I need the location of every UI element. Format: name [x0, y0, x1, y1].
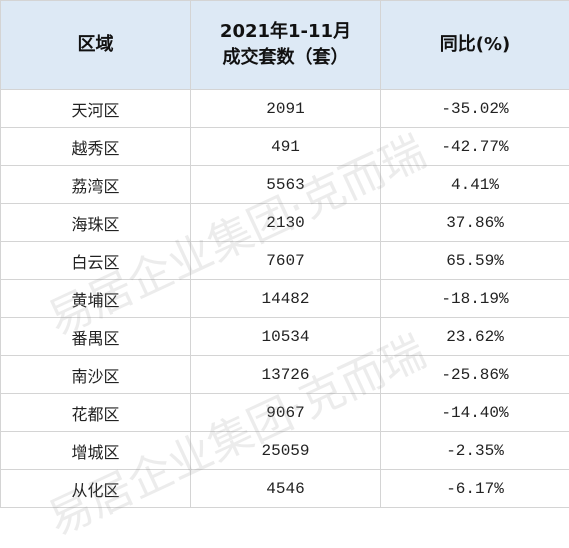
value-cell: 14482: [191, 280, 381, 318]
value-cell: 10534: [191, 318, 381, 356]
header-cell: 同比(%): [381, 1, 569, 90]
district-cell: 海珠区: [1, 204, 191, 242]
header-line: 2021年1-11月: [220, 21, 351, 42]
value-cell: 4546: [191, 470, 381, 508]
district-cell: 增城区: [1, 432, 191, 470]
value-cell: 23.62%: [381, 318, 569, 356]
district-cell: 南沙区: [1, 356, 191, 394]
value-cell: 13726: [191, 356, 381, 394]
value-cell: -14.40%: [381, 394, 569, 432]
district-cell: 白云区: [1, 242, 191, 280]
district-cell: 天河区: [1, 90, 191, 128]
header-line: 成交套数（套）: [223, 47, 349, 68]
header-row: 区域 2021年1-11月成交套数（套） 同比(%): [1, 1, 569, 90]
value-cell: -25.86%: [381, 356, 569, 394]
value-cell: -42.77%: [381, 128, 569, 166]
value-cell: 4.41%: [381, 166, 569, 204]
district-cell: 番禺区: [1, 318, 191, 356]
district-cell: 花都区: [1, 394, 191, 432]
value-cell: 2091: [191, 90, 381, 128]
value-cell: -18.19%: [381, 280, 569, 318]
value-cell: 65.59%: [381, 242, 569, 280]
district-cell: 荔湾区: [1, 166, 191, 204]
value-cell: 37.86%: [381, 204, 569, 242]
value-cell: 5563: [191, 166, 381, 204]
value-cell: 2130: [191, 204, 381, 242]
value-cell: 7607: [191, 242, 381, 280]
header-cell: 2021年1-11月成交套数（套）: [191, 1, 381, 90]
header-cell: 区域: [1, 1, 191, 90]
value-cell: 25059: [191, 432, 381, 470]
value-cell: 491: [191, 128, 381, 166]
value-cell: -35.02%: [381, 90, 569, 128]
district-cell: 从化区: [1, 470, 191, 508]
value-cell: -6.17%: [381, 470, 569, 508]
value-cell: 9067: [191, 394, 381, 432]
district-cell: 黄埔区: [1, 280, 191, 318]
district-cell: 越秀区: [1, 128, 191, 166]
value-cell: -2.35%: [381, 432, 569, 470]
